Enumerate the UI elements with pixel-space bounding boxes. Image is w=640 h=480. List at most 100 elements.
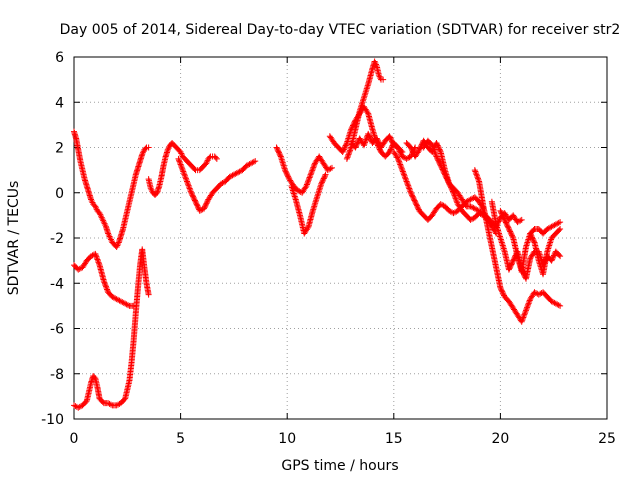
data-point: [405, 184, 412, 191]
data-point: [304, 225, 311, 232]
data-point: [309, 167, 316, 174]
data-point: [306, 174, 313, 181]
data-point: [327, 165, 334, 172]
data-point: [101, 279, 108, 286]
data-point: [186, 184, 193, 191]
data-point: [177, 160, 184, 167]
data-point: [344, 154, 351, 161]
data-point: [410, 194, 417, 201]
data-point: [276, 150, 283, 157]
data-point: [504, 222, 511, 229]
data-point: [374, 136, 381, 143]
data-point: [342, 142, 349, 149]
data-point: [354, 140, 361, 147]
data-point: [190, 194, 197, 201]
data-point: [413, 201, 420, 208]
data-point: [440, 167, 447, 174]
data-point: [472, 169, 479, 176]
data-point: [395, 155, 402, 162]
data-point: [396, 160, 403, 167]
data-point: [431, 149, 438, 156]
data-point: [178, 164, 185, 171]
data-point: [145, 144, 152, 151]
data-point: [201, 204, 208, 211]
data-point: [193, 201, 200, 208]
data-point: [388, 138, 395, 145]
data-point: [438, 163, 445, 170]
data-point: [472, 168, 479, 175]
data-point: [523, 305, 530, 312]
y-tick-label: -2: [50, 231, 64, 247]
data-point: [403, 177, 410, 184]
data-point: [443, 174, 450, 181]
data-point: [346, 148, 353, 155]
data-point: [504, 223, 511, 230]
data-point: [204, 197, 211, 204]
data-point: [517, 217, 524, 224]
data-point: [188, 189, 195, 196]
data-point: [500, 291, 507, 298]
data-point: [184, 179, 191, 186]
data-point: [415, 148, 422, 155]
data-point: [389, 139, 396, 146]
data-point: [524, 304, 531, 311]
data-point: [285, 174, 292, 181]
data-point: [416, 145, 423, 152]
data-point: [282, 168, 289, 175]
data-point: [72, 403, 79, 410]
x-tick-label: 0: [70, 431, 79, 447]
data-point: [436, 146, 443, 153]
data-point: [394, 154, 401, 161]
data-point: [521, 310, 528, 317]
data-point: [252, 158, 259, 165]
data-point: [408, 145, 415, 152]
data-point: [451, 209, 458, 216]
data-point: [518, 216, 525, 223]
x-tick-label: 15: [385, 431, 403, 447]
data-point: [275, 148, 282, 155]
data-points: [71, 58, 564, 411]
data-point: [365, 132, 372, 139]
data-point: [550, 253, 557, 260]
data-point: [398, 164, 405, 171]
data-point: [185, 182, 192, 189]
data-point: [521, 311, 528, 318]
data-point: [499, 289, 506, 296]
data-point: [366, 133, 373, 140]
data-point: [412, 200, 419, 207]
data-point: [201, 205, 208, 212]
data-point: [435, 143, 442, 150]
data-point: [311, 161, 318, 168]
data-point: [435, 145, 442, 152]
data-point: [191, 197, 198, 204]
data-point: [183, 177, 190, 184]
data-point: [305, 177, 312, 184]
data-point: [522, 307, 529, 314]
data-point: [107, 401, 114, 408]
data-point: [303, 182, 310, 189]
data-point: [194, 202, 201, 209]
data-point: [398, 165, 405, 172]
data-point: [353, 141, 360, 148]
y-tick-label: 4: [55, 95, 64, 111]
data-point: [505, 225, 512, 232]
x-tick-label: 5: [176, 431, 185, 447]
y-tick-label: -10: [41, 412, 64, 428]
data-point: [434, 142, 441, 149]
y-tick-label: 2: [55, 141, 64, 157]
data-point: [204, 199, 211, 206]
data-point: [310, 163, 317, 170]
data-point: [556, 251, 563, 258]
data-point: [186, 185, 193, 192]
data-point: [434, 154, 441, 161]
data-point: [400, 169, 407, 176]
data-point: [387, 134, 394, 141]
data-point: [498, 210, 505, 217]
data-point: [304, 180, 311, 187]
data-point: [189, 192, 196, 199]
data-point: [353, 143, 360, 150]
data-point: [399, 168, 406, 175]
data-point: [437, 162, 444, 169]
data-point: [387, 135, 394, 142]
data-point: [403, 178, 410, 185]
